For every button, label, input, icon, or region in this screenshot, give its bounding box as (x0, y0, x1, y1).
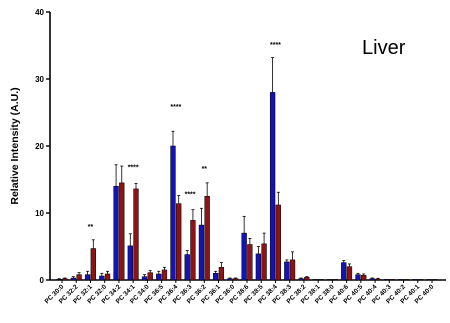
bar (99, 275, 105, 281)
bar (213, 273, 219, 281)
bar (426, 279, 432, 281)
bar (298, 278, 304, 281)
bar (383, 279, 390, 281)
bar (170, 145, 176, 281)
chart-title: Liver (362, 37, 406, 59)
bar (318, 279, 324, 281)
significance-marker: **** (185, 191, 196, 198)
y-tick-label: 0 (40, 276, 45, 285)
bar (133, 188, 139, 281)
significance-marker: ** (202, 166, 208, 173)
bar (403, 279, 410, 281)
bar (326, 279, 333, 281)
significance-marker: **** (128, 164, 139, 171)
bar (412, 279, 418, 281)
bar (289, 259, 296, 281)
bar (70, 277, 77, 281)
bar (104, 273, 111, 281)
bar (389, 279, 395, 281)
bar (355, 274, 361, 281)
bar (90, 248, 96, 281)
y-tick-label: 40 (35, 8, 44, 17)
bar (369, 278, 375, 281)
significance-marker: **** (170, 104, 181, 111)
bar (204, 196, 210, 281)
bar (84, 274, 91, 281)
bar (261, 243, 267, 281)
y-tick-label: 30 (35, 75, 44, 84)
bar (312, 279, 318, 281)
bar (119, 182, 125, 281)
bar (247, 244, 253, 281)
bar (398, 279, 404, 281)
bar (184, 254, 190, 281)
y-tick-label: 20 (35, 142, 44, 151)
bar (255, 253, 262, 281)
bar (232, 278, 239, 281)
bar (227, 278, 233, 281)
y-tick-label: 10 (35, 209, 44, 218)
significance-markers: ******************** (88, 42, 281, 231)
bar (269, 92, 276, 281)
bar (56, 279, 62, 281)
bar (304, 277, 310, 281)
bar (218, 267, 225, 281)
bar (346, 266, 353, 281)
bar (156, 273, 162, 281)
bar (417, 279, 424, 281)
bar (147, 272, 153, 281)
bar (113, 185, 119, 281)
bar (432, 279, 438, 281)
x-tick-labels: PC 30:0PC 32:2PC 32:1PC 32:0PC 34:2PC 34… (44, 283, 436, 305)
bar (332, 279, 338, 281)
bar (62, 278, 68, 281)
y-axis-label: Relative Intensity (A.U.) (9, 87, 21, 204)
bar (341, 262, 347, 281)
bar (127, 245, 133, 281)
bar (176, 203, 182, 281)
bar (190, 220, 196, 281)
bar (198, 224, 205, 281)
significance-marker: ** (88, 224, 94, 231)
bar (275, 204, 281, 281)
bar (284, 261, 290, 281)
bar (76, 274, 82, 281)
bars (56, 57, 438, 281)
bar (161, 269, 168, 281)
bar (361, 275, 367, 281)
bar (375, 278, 381, 281)
significance-marker: **** (270, 42, 281, 49)
bar (141, 276, 148, 281)
bar (241, 232, 247, 281)
